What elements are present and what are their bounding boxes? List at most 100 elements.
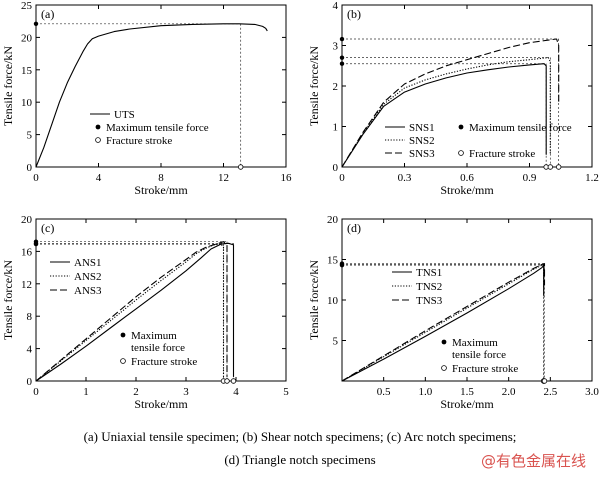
- legend-label: Fracture stroke: [469, 148, 535, 160]
- x-tick-label: 4: [96, 172, 102, 184]
- x-tick-label: 8: [158, 172, 164, 184]
- x-axis-label: Stroke/mm: [134, 183, 188, 197]
- y-axis-label: Tensile force/kN: [307, 260, 321, 340]
- x-tick-label: 3: [183, 386, 189, 398]
- x-tick-label: 5: [283, 386, 289, 398]
- y-tick-label: 25: [21, 0, 33, 12]
- fracture-marker: [555, 164, 562, 170]
- x-axis-label: Stroke/mm: [440, 183, 494, 197]
- x-tick-label: 0.6: [460, 172, 474, 184]
- x-axis-label: Stroke/mm: [134, 397, 188, 411]
- x-tick-label: 1.2: [585, 172, 599, 184]
- legend-label: TNS2: [416, 281, 442, 293]
- fracture-marker: [230, 378, 237, 384]
- y-tick-label: 8: [27, 311, 33, 323]
- max-force-marker: [33, 239, 39, 244]
- legend-label: Fracture stroke: [106, 135, 172, 147]
- x-tick-label: 0: [339, 172, 345, 184]
- plot-frame: [35, 218, 287, 382]
- x-tick-label: 3.0: [585, 386, 599, 398]
- legend-label: UTS: [114, 109, 135, 121]
- chart-panel-b: 0 0.3 0.6 0.9 1.2 0 1 2 3 4 Stroke/mm Tensile force…: [307, 0, 599, 197]
- x-tick-label: 0.5: [377, 386, 391, 398]
- max-force-marker: [339, 55, 345, 60]
- x-tick-label: 1.0: [418, 386, 432, 398]
- panel-label: (d): [347, 221, 361, 235]
- legend-label: Maximum: [452, 337, 498, 349]
- panel-label: (c): [41, 221, 54, 235]
- y-tick-label: 5: [333, 336, 339, 348]
- series-line-tns3: [341, 263, 546, 382]
- y-tick-label: 5: [27, 130, 33, 142]
- x-tick-label: 2: [133, 386, 139, 398]
- fracture-marker: [224, 378, 230, 384]
- y-tick-label: 2: [333, 81, 339, 93]
- max-force-marker: [33, 21, 39, 26]
- fracture-marker: [541, 378, 548, 384]
- x-tick-label: 0: [33, 386, 39, 398]
- legend-marker: [95, 137, 101, 143]
- fracture-marker: [547, 164, 554, 170]
- y-tick-label: 20: [327, 214, 339, 226]
- y-tick-label: 12: [21, 279, 32, 291]
- x-tick-label: 16: [281, 172, 293, 184]
- y-tick-label: 1: [333, 122, 339, 134]
- legend-label: ANS3: [74, 285, 102, 297]
- legend-label: tensile force: [452, 349, 506, 361]
- series-line-ans2: [35, 243, 225, 382]
- x-tick-label: 0: [33, 172, 39, 184]
- max-force-marker: [339, 261, 345, 266]
- max-force-marker: [339, 61, 345, 66]
- y-axis-label: Tensile force/kN: [307, 46, 321, 126]
- series-line-sns2: [341, 57, 551, 168]
- panel-label: (b): [347, 7, 361, 21]
- x-tick-label: 4: [233, 386, 239, 398]
- series-line-ans3: [35, 241, 228, 382]
- series-line-ans1: [35, 242, 235, 382]
- x-tick-label: 0.9: [523, 172, 537, 184]
- legend-label: ANS2: [74, 271, 102, 283]
- legend-marker: [458, 124, 464, 130]
- y-tick-label: 10: [327, 295, 339, 307]
- figure-caption-line-1: (a) Uniaxial tensile specimen; (b) Shear…: [83, 429, 517, 444]
- legend-label: Maximum tensile force: [106, 122, 209, 134]
- legend-label: SNS2: [409, 135, 435, 147]
- legend-marker: [95, 124, 101, 130]
- x-tick-label: 0.3: [398, 172, 412, 184]
- y-tick-label: 3: [333, 41, 339, 53]
- legend-label: TNS1: [416, 267, 442, 279]
- legend-label: ANS1: [74, 257, 102, 269]
- legend-marker: [441, 365, 447, 371]
- x-tick-label: 2.5: [543, 386, 557, 398]
- legend-label: tensile force: [131, 342, 185, 354]
- watermark: @有色金属在线: [480, 452, 586, 470]
- y-tick-label: 15: [327, 255, 339, 267]
- legend-label: Maximum: [131, 330, 177, 342]
- y-tick-label: 0: [27, 162, 33, 174]
- legend-label: Fracture stroke: [452, 363, 518, 375]
- legend-marker: [441, 339, 447, 345]
- panel-label: (a): [41, 7, 54, 21]
- y-tick-label: 10: [21, 97, 33, 109]
- max-force-marker: [339, 36, 345, 42]
- series-line-sns3: [341, 38, 560, 168]
- legend-marker: [120, 332, 126, 338]
- figure-caption-line-2: (d) Triangle notch specimens: [224, 452, 376, 467]
- legend-label: Maximum tensile force: [469, 122, 572, 134]
- y-tick-label: 15: [21, 65, 33, 77]
- x-axis-label: Stroke/mm: [440, 397, 494, 411]
- chart-panel-a: 0 4 8 12 16 0 5 10 15 20 25 Stroke/mm Tensile force/…: [1, 0, 292, 197]
- legend-label: SNS3: [409, 148, 435, 160]
- y-tick-label: 4: [27, 344, 33, 356]
- y-axis-label: Tensile force/kN: [1, 260, 15, 340]
- legend-marker: [120, 358, 126, 364]
- y-tick-label: 4: [333, 0, 339, 12]
- legend-label: TNS3: [416, 295, 443, 307]
- y-axis-label: Tensile force/kN: [1, 46, 15, 126]
- legend-label: SNS1: [409, 122, 435, 134]
